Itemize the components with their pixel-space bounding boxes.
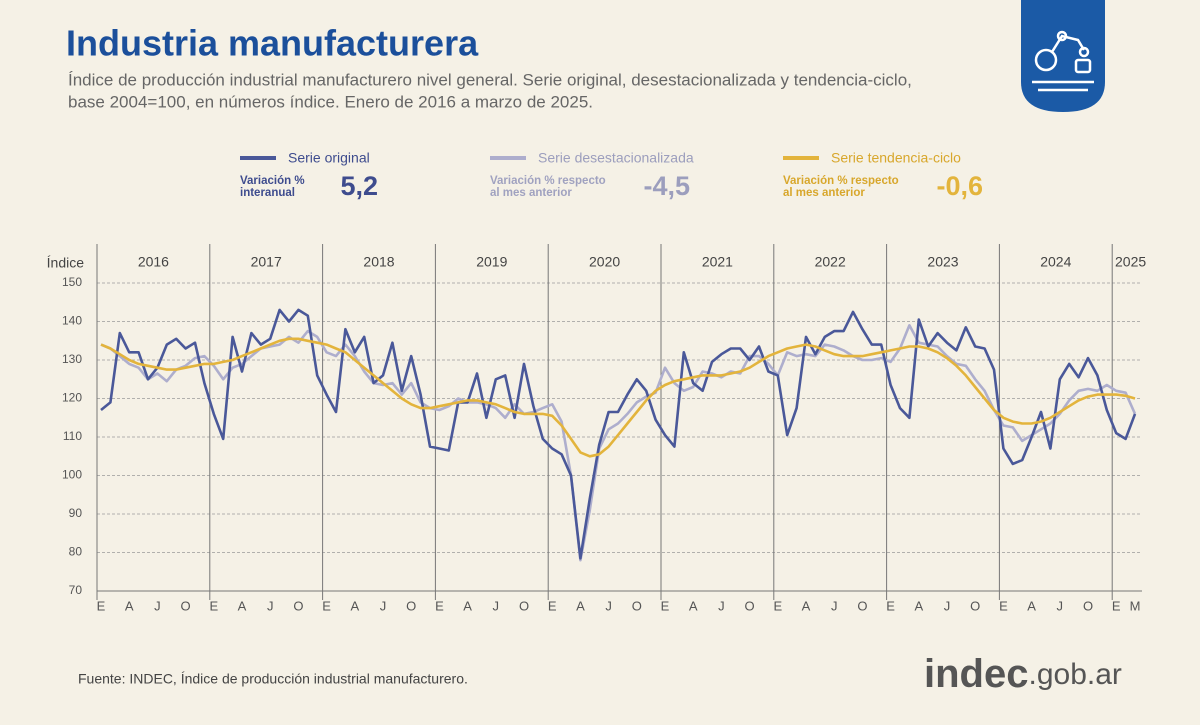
x-tick-label: A	[802, 598, 811, 613]
robot-icon	[1032, 30, 1094, 92]
x-tick-label: J	[718, 598, 725, 613]
year-label: 2017	[251, 254, 282, 270]
x-tick-label: J	[154, 598, 161, 613]
series-line	[100, 308, 1137, 560]
y-tick-label: 130	[62, 352, 82, 366]
y-tick-label: 100	[62, 468, 82, 482]
year-label: 2019	[476, 254, 507, 270]
brand-name: indec	[924, 652, 1028, 696]
indicator-label: interanual	[240, 187, 295, 199]
x-tick-label: E	[209, 598, 218, 613]
brand: indec.gob.ar	[924, 652, 1122, 696]
y-tick-label: 150	[62, 275, 82, 289]
x-tick-label: J	[380, 598, 387, 613]
x-tick-label: A	[463, 598, 472, 613]
y-tick-label: 80	[69, 545, 83, 559]
x-tick-label: E	[322, 598, 331, 613]
legend-label: Serie tendencia-ciclo	[831, 150, 961, 166]
x-tick-label: E	[661, 598, 670, 613]
indicator-label: al mes anterior	[490, 187, 572, 199]
series-line	[100, 337, 1136, 458]
x-tick-label: E	[97, 598, 106, 613]
x-tick-label: E	[886, 598, 895, 613]
badge-shape	[1021, 0, 1105, 112]
year-label: 2025	[1115, 254, 1146, 270]
x-tick-label: A	[125, 598, 134, 613]
x-tick-label: O	[857, 598, 867, 613]
year-label: 2021	[702, 254, 733, 270]
x-tick-label: J	[605, 598, 612, 613]
x-tick-label: O	[1083, 598, 1093, 613]
x-tick-label: J	[1057, 598, 1064, 613]
x-tick-label: A	[576, 598, 585, 613]
indicator-value: -0,6	[936, 171, 983, 201]
x-tick-label: E	[1112, 598, 1121, 613]
x-tick-label: O	[519, 598, 529, 613]
year-label: 2016	[138, 254, 169, 270]
x-tick-label: A	[238, 598, 247, 613]
indicator-label: Variación % respecto	[783, 175, 899, 187]
indicator-label: Variación %	[240, 175, 305, 187]
x-tick-label: A	[1027, 598, 1036, 613]
y-axis-label: Índice	[47, 255, 85, 271]
source: Fuente: INDEC, Índice de producción indu…	[78, 671, 468, 687]
subtitle: Índice de producción industrial manufact…	[68, 70, 912, 89]
x-tick-label: A	[350, 598, 359, 613]
year-label: 2018	[363, 254, 394, 270]
year-label: 2022	[815, 254, 846, 270]
x-tick-label: J	[831, 598, 838, 613]
x-tick-label: O	[293, 598, 303, 613]
x-tick-label: O	[406, 598, 416, 613]
x-tick-label: A	[689, 598, 698, 613]
subtitle: base 2004=100, en números índice. Enero …	[68, 92, 593, 111]
indicator-label: Variación % respecto	[490, 175, 606, 187]
x-tick-label: J	[944, 598, 951, 613]
x-tick-label: A	[914, 598, 923, 613]
x-tick-label: E	[999, 598, 1008, 613]
x-tick-label: E	[435, 598, 444, 613]
indicator-value: -4,5	[643, 171, 690, 201]
x-tick-label: O	[181, 598, 191, 613]
y-tick-label: 70	[69, 583, 83, 597]
indicator-label: al mes anterior	[783, 187, 865, 199]
y-tick-label: 140	[62, 314, 82, 328]
x-tick-label: J	[267, 598, 274, 613]
series-line	[100, 324, 1137, 562]
year-label: 2024	[1040, 254, 1071, 270]
x-tick-label: M	[1130, 598, 1141, 613]
y-tick-label: 120	[62, 391, 82, 405]
year-label: 2023	[927, 254, 958, 270]
y-tick-label: 110	[63, 429, 82, 443]
legend-label: Serie desestacionalizada	[538, 150, 694, 166]
x-tick-label: E	[548, 598, 557, 613]
x-tick-label: O	[632, 598, 642, 613]
logo-badge	[1021, 0, 1105, 112]
x-tick-label: E	[773, 598, 782, 613]
x-tick-label: O	[970, 598, 980, 613]
legend-label: Serie original	[288, 150, 370, 166]
year-label: 2020	[589, 254, 620, 270]
x-tick-label: J	[493, 598, 500, 613]
y-tick-label: 90	[69, 506, 83, 520]
indicator-value: 5,2	[340, 171, 378, 201]
x-tick-label: O	[745, 598, 755, 613]
brand-domain: .gob.ar	[1028, 658, 1121, 691]
chart-title: Industria manufacturera	[66, 23, 479, 64]
